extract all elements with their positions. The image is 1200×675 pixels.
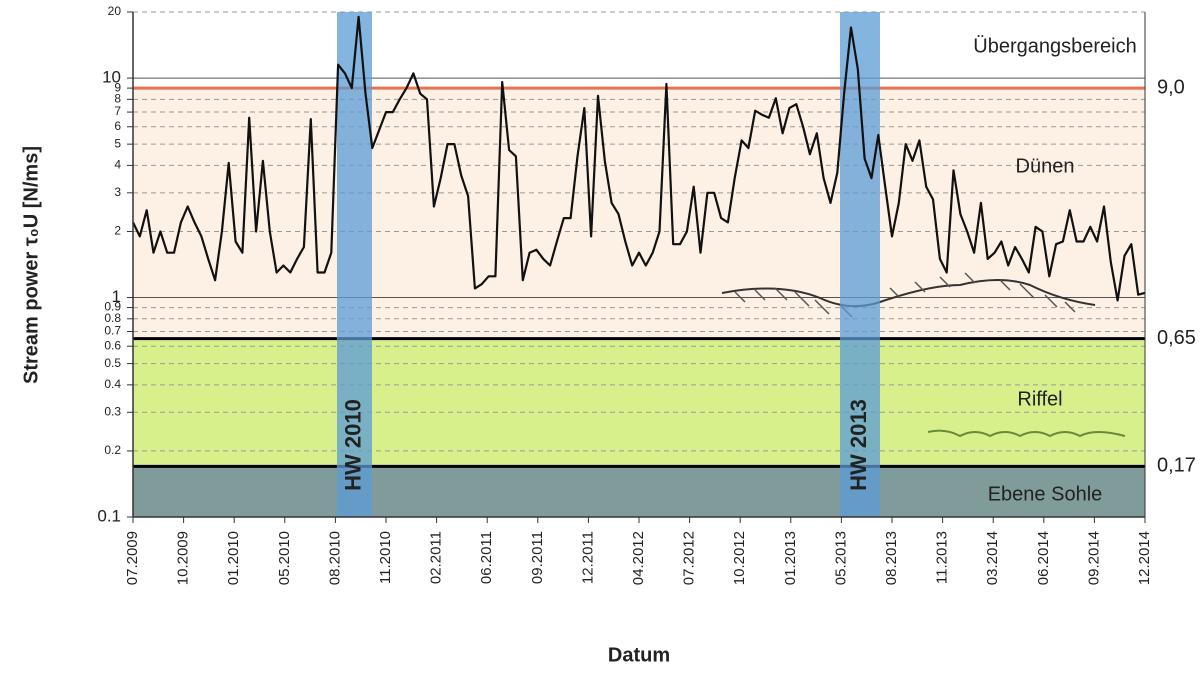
threshold-label: 0,17 [1157, 455, 1196, 477]
y-tick-label: 1 [112, 287, 121, 306]
x-tick-label: 09.2014 [1085, 531, 1102, 585]
y-tick-label: 20 [108, 4, 122, 18]
data-line [132, 15, 1146, 302]
y-tick-label: 0.1 [97, 506, 121, 525]
y-tick-label: 0.5 [104, 356, 121, 370]
threshold-label: 9,0 [1157, 76, 1185, 98]
y-tick-label: 3 [114, 185, 121, 199]
x-tick-label: 06.2014 [1035, 531, 1052, 585]
region-label: Übergangsbereich [973, 35, 1136, 57]
y-tick-label: 5 [114, 136, 121, 150]
x-tick-label: 01.2013 [782, 531, 799, 585]
x-tick-label: 12.2011 [579, 531, 596, 584]
annotation-layer: Ebene Sohle Riffel Dünen Übergangsbereich 0.… [97, 4, 1196, 585]
y-tick-label: 0.3 [104, 404, 121, 418]
x-tick-label: 07.2009 [124, 531, 141, 585]
x-tick-label: 12.2014 [1136, 531, 1153, 585]
y-tick-label: 2 [114, 224, 121, 238]
y-tick-label: 6 [114, 119, 121, 133]
region [133, 88, 1145, 339]
x-tick-label: 02.2011 [428, 531, 445, 584]
ripple-icon [927, 429, 1126, 438]
y-tick-label: 0.6 [104, 338, 121, 352]
y-tick-label: 10 [102, 68, 121, 87]
region-label: Dünen [1016, 155, 1075, 177]
region-label: Riffel [1017, 388, 1062, 410]
highlight-label: HW 2013 [846, 399, 871, 491]
y-tick-label: 0.2 [104, 443, 121, 457]
threshold-label: 0,65 [1157, 327, 1196, 349]
y-tick-label: 9 [114, 80, 121, 94]
x-tick-label: 07.2012 [681, 531, 698, 585]
dune-hatch [734, 272, 1076, 318]
data-layer [132, 12, 1146, 517]
x-tick-label: 09.2011 [529, 531, 546, 584]
x-tick-label: 04.2012 [630, 531, 647, 585]
region [133, 338, 1145, 467]
y-tick-label: 7 [114, 104, 121, 118]
y-tick-label: 0.8 [104, 311, 121, 325]
region [133, 12, 1145, 89]
x-axis-label: Datum [608, 644, 670, 666]
x-tick-label: 11.2013 [934, 531, 951, 584]
y-tick-label: 0.4 [104, 377, 121, 391]
x-tick-label: 05.2010 [276, 531, 293, 585]
y-axis-label: Stream power τ₀U [N/ms] [20, 146, 42, 384]
region-label: Ebene Sohle [988, 483, 1103, 505]
y-tick-label: 0.7 [104, 324, 121, 338]
x-tick-label: 06.2011 [478, 531, 495, 584]
y-tick-label: 8 [114, 92, 121, 106]
x-tick-label: 08.2013 [883, 531, 900, 585]
region [133, 466, 1145, 517]
bedform-icons [721, 272, 1126, 438]
dune-icon [721, 279, 1096, 308]
y-tick-label: 0.9 [104, 300, 121, 314]
background-layer [133, 12, 1145, 517]
x-tick-label: 10.2009 [175, 531, 192, 585]
y-tick-label: 4 [114, 158, 121, 172]
x-tick-label: 03.2014 [984, 531, 1001, 585]
highlight-label: HW 2010 [340, 399, 365, 491]
x-tick-label: 08.2010 [326, 531, 343, 585]
x-tick-label: 05.2013 [832, 531, 849, 585]
x-tick-label: 11.2010 [377, 531, 394, 584]
x-tick-label: 10.2012 [731, 531, 748, 585]
x-tick-label: 01.2010 [225, 531, 242, 585]
